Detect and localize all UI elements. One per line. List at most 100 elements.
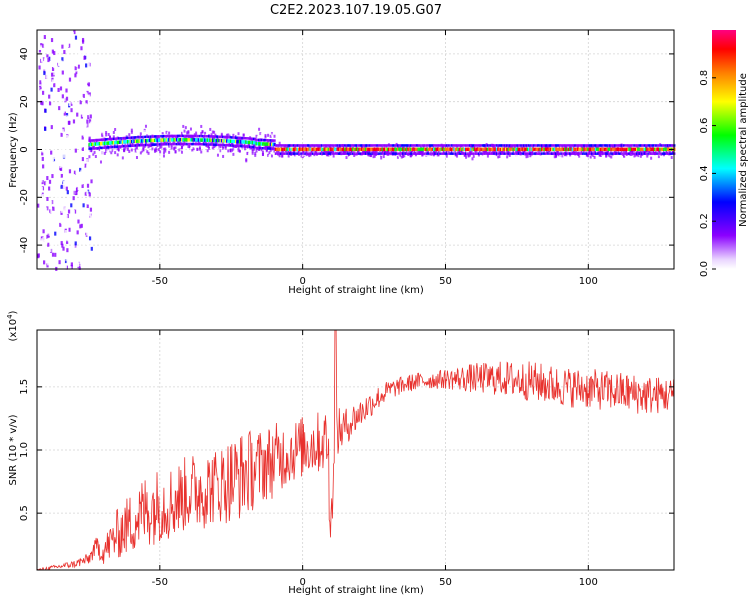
heatmap-edge (224, 143, 227, 147)
heatmap-edge (528, 144, 531, 147)
heatmap-cell (219, 144, 222, 148)
heatmap-cell (86, 190, 89, 195)
heatmap-cell (44, 58, 47, 63)
heatmap-cell (51, 174, 54, 179)
colorbar-ticks: 0.00.20.40.60.8 (699, 70, 716, 277)
heatmap-edge (290, 152, 293, 155)
heatmap-edge (479, 152, 482, 155)
heatmap-cell (183, 148, 186, 152)
heatmap-cell (52, 219, 56, 224)
heatmap-cell (74, 85, 77, 90)
heatmap-core (156, 138, 159, 142)
heatmap-cell (144, 141, 147, 145)
heatmap-cell (48, 231, 51, 236)
heatmap-edge (241, 136, 244, 140)
heatmap-edge (375, 152, 378, 155)
heatmap-cell (78, 31, 81, 36)
heatmap-cell (132, 142, 135, 146)
heatmap-edge (327, 144, 330, 147)
heatmap-cell (74, 257, 77, 262)
heatmap-edge (467, 144, 470, 147)
heatmap-cell (45, 57, 48, 62)
heatmap-cell (77, 172, 80, 177)
heatmap-edge (260, 138, 263, 142)
heatmap-core (183, 138, 186, 142)
heatmap-edge (147, 135, 150, 138)
heatmap-edge (148, 135, 152, 138)
heatmap-edge (632, 152, 635, 155)
heatmap-core (96, 142, 99, 146)
heatmap-edge (501, 152, 504, 155)
heatmap-cell (210, 141, 213, 145)
heatmap-edge (638, 144, 641, 147)
heatmap-edge (125, 136, 128, 140)
heatmap-core (538, 147, 541, 152)
heatmap-edge (666, 144, 670, 147)
heatmap-core (241, 140, 244, 144)
heatmap-edge (283, 144, 287, 147)
heatmap-edge (597, 152, 600, 155)
heatmap-cell (258, 144, 261, 148)
heatmap-cell (76, 123, 80, 128)
heatmap-cell (236, 134, 239, 138)
heatmap-cell (79, 237, 83, 242)
heatmap-core (103, 141, 107, 146)
heatmap-edge (668, 144, 671, 147)
heatmap-edge (276, 152, 279, 155)
heatmap-cell (56, 85, 60, 90)
heatmap-edge (124, 144, 127, 148)
heatmap-edge (443, 144, 446, 147)
heatmap-cell (50, 127, 53, 132)
heatmap-edge (309, 144, 312, 147)
heatmap-edge (516, 152, 519, 155)
heatmap-cell (48, 156, 52, 161)
heatmap-edge (218, 143, 221, 147)
heatmap-cell (40, 257, 43, 262)
heatmap-cell (184, 149, 187, 153)
heatmap-edge (669, 144, 672, 147)
heatmap-edge (152, 143, 155, 146)
heatmap-cell (62, 181, 65, 186)
heatmap-cell (37, 203, 40, 208)
heatmap-cell (191, 148, 194, 152)
heatmap-cell (75, 71, 78, 76)
heatmap-cell (112, 149, 115, 153)
heatmap-cell (369, 154, 372, 158)
heatmap-edge (414, 152, 418, 155)
heatmap-cell (64, 119, 67, 124)
heatmap-cell (80, 73, 83, 78)
heatmap-cell (219, 141, 222, 145)
heatmap-cell (64, 211, 68, 216)
heatmap-core (585, 147, 589, 152)
heatmap-core (508, 147, 511, 152)
heatmap-cell (542, 145, 545, 149)
heatmap-cell (549, 150, 552, 154)
heatmap-cell (301, 150, 304, 154)
heatmap-cell (589, 155, 592, 159)
heatmap-cell (82, 241, 85, 246)
heatmap-core (381, 147, 384, 152)
heatmap-cell (85, 100, 88, 105)
heatmap-edge (359, 152, 362, 155)
heatmap-edge (618, 152, 621, 155)
heatmap-edge (459, 144, 463, 147)
heatmap-cell (497, 150, 500, 154)
heatmap-cell (57, 224, 60, 229)
heatmap-core (290, 147, 293, 152)
heatmap-cell (561, 145, 564, 149)
heatmap-edge (243, 145, 247, 148)
heatmap-cell (295, 149, 298, 153)
heatmap-edge (643, 152, 646, 155)
heatmap-core (234, 139, 238, 144)
heatmap-edge (105, 146, 108, 149)
heatmap-cell (106, 144, 109, 148)
heatmap-core (317, 147, 320, 152)
heatmap-cell (89, 71, 92, 76)
heatmap-cell (76, 262, 80, 267)
heatmap-core (326, 147, 329, 152)
heatmap-edge (301, 144, 304, 147)
heatmap-cell (39, 80, 42, 85)
heatmap-edge (641, 144, 644, 147)
heatmap-edge (459, 152, 463, 155)
